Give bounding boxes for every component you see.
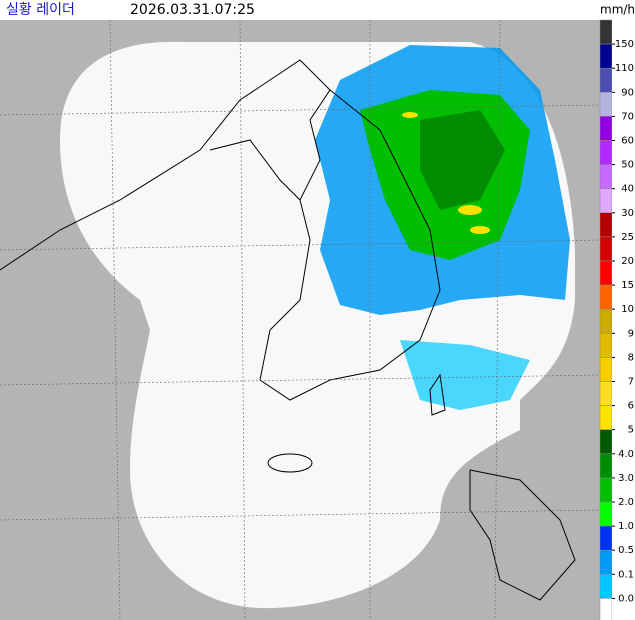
timestamp: 2026.03.31.07:25 <box>130 2 255 18</box>
legend-label: 70 <box>621 111 634 122</box>
legend-swatch <box>599 429 613 455</box>
rain-core <box>470 226 490 234</box>
precipitation <box>315 45 570 410</box>
legend-label: 8 <box>628 352 634 363</box>
legend-label: 9 <box>628 328 634 339</box>
legend-label: 60 <box>621 136 634 147</box>
legend-swatch <box>599 116 613 141</box>
legend-swatch <box>599 19 613 45</box>
legend-background <box>612 20 635 620</box>
legend-swatch <box>599 477 613 503</box>
rain-heavy <box>420 110 505 210</box>
graticule <box>0 19 601 620</box>
legend-label: 5 <box>628 425 634 436</box>
legend-swatch <box>599 549 613 575</box>
legend-swatch <box>599 212 613 238</box>
legend-label: 4.0 <box>618 449 634 460</box>
legend-swatch <box>599 67 613 93</box>
title: 실황 레이더 <box>6 2 75 18</box>
legend-label: 15 <box>621 280 634 291</box>
legend-label: 0.0 <box>618 593 634 604</box>
legend-swatch <box>599 92 613 117</box>
rain-core <box>458 205 482 215</box>
legend-label: 0.1 <box>618 569 634 580</box>
legend-label: 150 <box>615 39 634 50</box>
legend-swatch <box>599 501 613 527</box>
legend-swatch <box>599 357 613 382</box>
legend-label: 50 <box>621 160 634 171</box>
legend-swatch <box>599 333 613 358</box>
legend-swatch <box>599 164 613 189</box>
legend-swatch <box>599 260 613 286</box>
legend-swatch <box>599 525 613 551</box>
legend-swatch <box>599 598 613 620</box>
legend-label: 90 <box>621 87 634 98</box>
legend-label: 7 <box>628 377 634 388</box>
legend-label: 20 <box>621 256 634 267</box>
legend-label: 10 <box>621 304 634 315</box>
rain-light <box>400 340 530 410</box>
legend-label: 2.0 <box>618 497 634 508</box>
legend-swatch <box>599 308 613 334</box>
legend-label: 40 <box>621 184 634 195</box>
rain-core <box>402 112 418 118</box>
legend-unit: mm/h <box>600 3 635 17</box>
legend-label: 30 <box>621 208 634 219</box>
legend-swatch <box>599 140 613 165</box>
coastline <box>0 59 576 601</box>
legend-swatch <box>599 43 613 69</box>
legend-swatch <box>599 574 613 599</box>
legend-label: 6 <box>628 401 634 412</box>
legend-swatch <box>599 188 613 214</box>
legend-label: 3.0 <box>618 473 634 484</box>
legend-swatch <box>599 405 613 430</box>
legend-swatch <box>599 236 613 262</box>
legend-swatch <box>599 453 613 479</box>
legend-label: 0.5 <box>618 545 634 556</box>
legend-label: 110 <box>615 63 634 74</box>
legend-swatch <box>599 381 613 406</box>
legend-swatch <box>599 284 613 310</box>
legend-label: 1.0 <box>618 521 634 532</box>
legend-label: 25 <box>621 232 634 243</box>
